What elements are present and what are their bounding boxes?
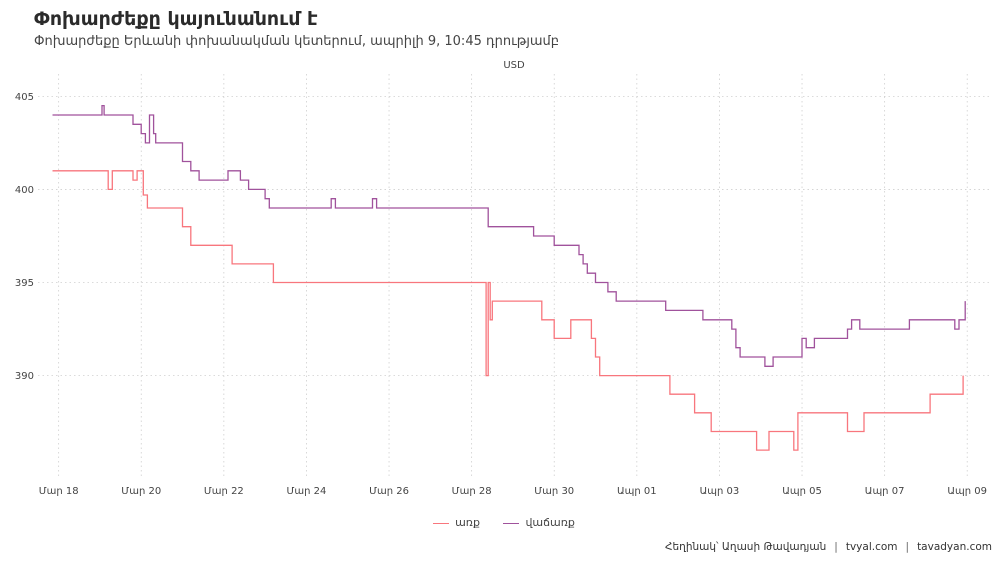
x-tick-label: Մար 28 <box>452 486 492 497</box>
x-tick-label: Ապր 03 <box>700 486 740 497</box>
x-tick-label: Մար 26 <box>369 486 409 497</box>
legend-item-sell: վաճառք <box>503 516 575 529</box>
series-line-sell <box>52 104 966 367</box>
legend-label-buy: առք <box>455 516 480 529</box>
series-lines <box>52 104 966 451</box>
x-tick-label: Մար 30 <box>534 486 574 497</box>
caption: Հեղինակ՝ Աղասի Թավադյան | tvyal.com | tavady… <box>665 541 992 553</box>
legend-swatch-buy <box>433 522 450 524</box>
x-tick-label: Մար 24 <box>286 486 326 497</box>
y-tick-label: 405 <box>15 92 34 103</box>
chart-subtitle: Փոխարժեքը Երևանի փոխանակման կետերում, ապ… <box>34 34 560 49</box>
x-tick-label: Մար 22 <box>204 486 244 497</box>
caption-author: Հեղինակ՝ Աղասի Թավադյան <box>665 541 827 553</box>
x-tick-label: Մար 18 <box>39 486 79 497</box>
x-tick-label: Ապր 09 <box>947 486 987 497</box>
unit-label: USD <box>503 60 525 71</box>
x-tick-label: Ապր 01 <box>617 486 657 497</box>
x-tick-label: Ապր 05 <box>782 486 822 497</box>
grid <box>38 74 992 478</box>
caption-site-tvyal[interactable]: tvyal.com <box>845 541 898 553</box>
y-tick-label: 395 <box>15 278 34 289</box>
x-tick-label: Ապր 07 <box>865 486 905 497</box>
y-tick-label: 400 <box>15 185 34 196</box>
legend-swatch-sell <box>503 522 520 524</box>
legend-label-sell: վաճառք <box>525 516 575 529</box>
x-axis-ticks: Մար 18 Մար 20 Մար 22 Մար 24 Մար 26 Մար 28 Մար … <box>39 486 987 497</box>
chart-title: Փոխարժեքը կայունանում է <box>34 8 318 30</box>
legend: առք վաճառք <box>0 516 1008 529</box>
x-tick-label: Մար 20 <box>121 486 161 497</box>
caption-site-tavadyan[interactable]: tavadyan.com <box>917 541 992 553</box>
series-line-buy <box>52 170 964 451</box>
y-tick-label: 390 <box>15 371 34 382</box>
legend-item-buy: առք <box>433 516 480 529</box>
y-axis-ticks: 405 400 395 390 <box>15 92 34 382</box>
